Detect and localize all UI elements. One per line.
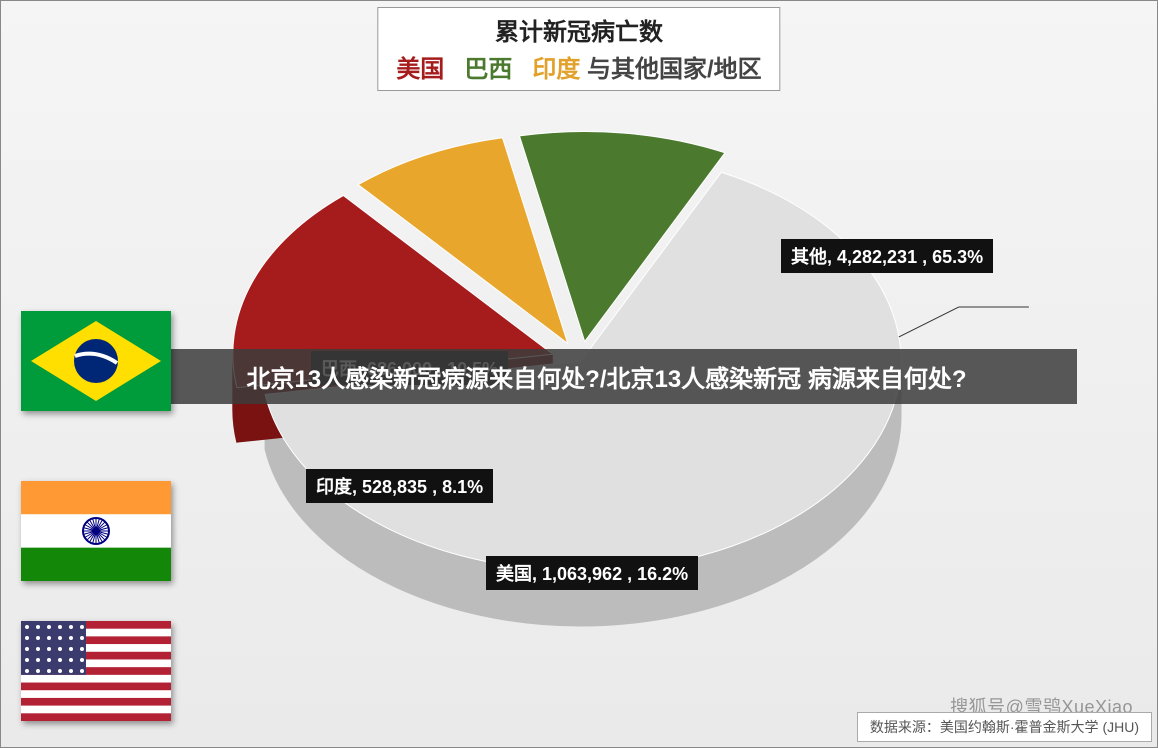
flag-india-icon	[21, 481, 171, 581]
chart-title-box: 累计新冠病亡数 美国 巴西 印度 与其他国家/地区	[377, 7, 780, 91]
flag-usa-icon	[21, 621, 171, 721]
slice-label-us: 美国, 1,063,962 , 16.2%	[486, 556, 698, 590]
data-source-label: 数据来源：美国约翰斯·霍普金斯大学 (JHU)	[857, 712, 1152, 742]
overlay-headline: 北京13人感染新冠病源来自何处?/北京13人感染新冠 病源来自何处?	[136, 349, 1077, 404]
title-seg-rest: 与其他国家/地区	[587, 56, 762, 83]
slice-label-other: 其他, 4,282,231 , 65.3%	[781, 239, 993, 273]
title-line1: 累计新冠病亡数	[396, 12, 761, 47]
chart-container: 累计新冠病亡数 美国 巴西 印度 与其他国家/地区 其他, 4,282,231 …	[0, 0, 1158, 748]
title-seg-in: 印度	[532, 56, 580, 83]
title-seg-us: 美国	[396, 56, 444, 83]
slice-label-in: 印度, 528,835 , 8.1%	[306, 469, 493, 503]
flag-brazil-icon	[21, 311, 171, 411]
title-seg-br: 巴西	[464, 56, 512, 83]
title-line2: 美国 巴西 印度 与其他国家/地区	[396, 49, 761, 84]
